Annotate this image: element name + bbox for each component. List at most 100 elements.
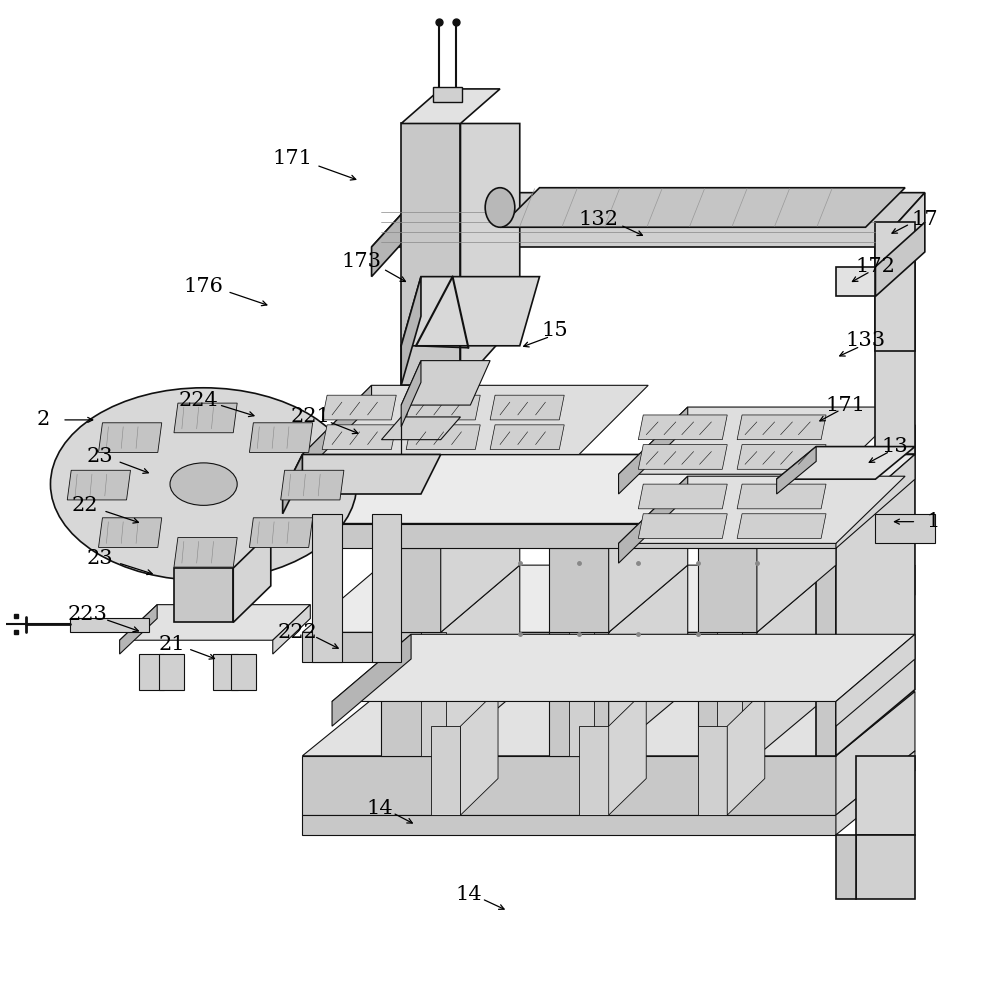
Polygon shape — [836, 751, 915, 835]
Polygon shape — [836, 634, 915, 726]
Polygon shape — [490, 395, 564, 420]
Polygon shape — [283, 454, 302, 514]
Polygon shape — [174, 537, 237, 567]
Polygon shape — [609, 565, 688, 756]
Polygon shape — [490, 425, 564, 450]
Polygon shape — [836, 267, 875, 296]
Polygon shape — [302, 454, 915, 524]
Polygon shape — [757, 565, 836, 756]
Polygon shape — [433, 87, 462, 102]
Polygon shape — [406, 425, 480, 450]
Polygon shape — [836, 454, 915, 548]
Polygon shape — [231, 654, 256, 690]
Polygon shape — [619, 407, 688, 494]
Polygon shape — [441, 565, 520, 756]
Polygon shape — [500, 188, 905, 227]
Polygon shape — [273, 605, 310, 654]
Polygon shape — [401, 277, 540, 346]
Polygon shape — [875, 514, 935, 543]
Polygon shape — [638, 514, 727, 538]
Polygon shape — [159, 654, 184, 690]
Text: 14: 14 — [366, 798, 393, 818]
Polygon shape — [619, 407, 905, 474]
Polygon shape — [609, 479, 688, 632]
Text: 172: 172 — [856, 257, 895, 277]
Polygon shape — [737, 445, 826, 469]
Text: 15: 15 — [541, 321, 568, 341]
Polygon shape — [302, 385, 372, 474]
Polygon shape — [777, 447, 915, 479]
Polygon shape — [281, 470, 344, 500]
Polygon shape — [401, 361, 490, 405]
Polygon shape — [698, 726, 727, 815]
Text: 222: 222 — [278, 622, 317, 642]
Polygon shape — [401, 124, 460, 385]
Text: 173: 173 — [342, 252, 382, 272]
Polygon shape — [619, 476, 905, 543]
Polygon shape — [638, 415, 727, 440]
Polygon shape — [302, 565, 915, 632]
Ellipse shape — [50, 388, 357, 581]
Text: 221: 221 — [290, 407, 330, 427]
Text: 17: 17 — [912, 209, 938, 229]
Ellipse shape — [485, 188, 515, 227]
Polygon shape — [99, 423, 162, 453]
Polygon shape — [332, 634, 411, 726]
Text: 133: 133 — [845, 331, 886, 351]
Text: 22: 22 — [72, 496, 98, 516]
Text: 14: 14 — [455, 884, 482, 904]
Polygon shape — [757, 479, 836, 632]
Polygon shape — [836, 425, 915, 756]
Polygon shape — [777, 447, 816, 494]
Polygon shape — [737, 514, 826, 538]
Text: 13: 13 — [882, 437, 909, 456]
Polygon shape — [856, 835, 915, 899]
Polygon shape — [875, 193, 925, 277]
Polygon shape — [249, 518, 313, 547]
Polygon shape — [875, 222, 915, 351]
Polygon shape — [579, 726, 609, 815]
Polygon shape — [460, 124, 520, 385]
Polygon shape — [816, 494, 836, 756]
Polygon shape — [875, 222, 925, 296]
Polygon shape — [406, 395, 480, 420]
Polygon shape — [302, 524, 836, 548]
Polygon shape — [737, 484, 826, 509]
Polygon shape — [302, 385, 648, 454]
Polygon shape — [569, 632, 594, 756]
Polygon shape — [302, 692, 915, 756]
Polygon shape — [381, 548, 441, 632]
Polygon shape — [302, 756, 836, 815]
Polygon shape — [120, 605, 310, 640]
Polygon shape — [139, 654, 164, 690]
Text: 1: 1 — [926, 512, 939, 532]
Polygon shape — [401, 277, 421, 385]
Polygon shape — [381, 632, 441, 756]
Polygon shape — [249, 423, 313, 453]
Polygon shape — [381, 417, 460, 440]
Text: 132: 132 — [579, 209, 619, 229]
Polygon shape — [431, 726, 460, 815]
Polygon shape — [638, 445, 727, 469]
Polygon shape — [619, 476, 688, 563]
Text: 171: 171 — [273, 148, 313, 168]
Polygon shape — [372, 514, 401, 662]
Polygon shape — [174, 403, 237, 433]
Polygon shape — [698, 548, 757, 632]
Polygon shape — [174, 568, 233, 622]
Polygon shape — [836, 565, 915, 662]
Polygon shape — [322, 425, 396, 450]
Polygon shape — [302, 632, 836, 662]
Polygon shape — [213, 654, 238, 690]
Text: 176: 176 — [184, 277, 224, 296]
Polygon shape — [856, 756, 915, 835]
Polygon shape — [717, 632, 742, 756]
Polygon shape — [609, 690, 646, 815]
Polygon shape — [332, 634, 915, 701]
Polygon shape — [401, 89, 500, 124]
Polygon shape — [70, 618, 149, 632]
Polygon shape — [460, 690, 498, 815]
Polygon shape — [233, 532, 271, 622]
Polygon shape — [836, 835, 856, 899]
Polygon shape — [99, 518, 162, 547]
